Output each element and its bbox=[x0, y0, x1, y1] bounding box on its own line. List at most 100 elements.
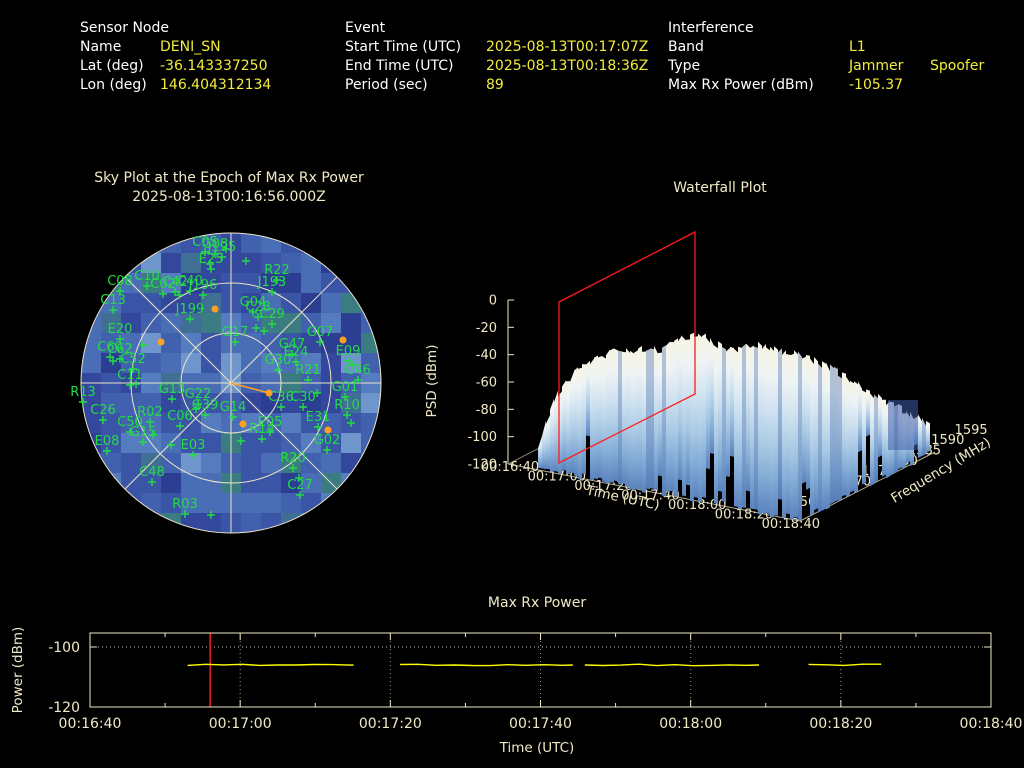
event-period-label: Period (sec) bbox=[345, 77, 428, 93]
power-trace bbox=[584, 663, 760, 667]
satellite-marker bbox=[199, 291, 207, 299]
satellite-label: G17 bbox=[222, 325, 249, 340]
sensor-lat-label: Lat (deg) bbox=[80, 58, 144, 74]
satellite-marker bbox=[314, 423, 322, 431]
satellite-label: C11 bbox=[117, 368, 143, 383]
psd-tick-label: 0 bbox=[489, 294, 497, 309]
satellite-label: C27 bbox=[287, 478, 313, 493]
satellite-label: C26 bbox=[90, 403, 116, 418]
satellite-marker bbox=[289, 464, 297, 472]
satellite-label: C28 bbox=[245, 300, 271, 315]
power-tick-label: -120 bbox=[48, 700, 80, 716]
satellite-marker bbox=[109, 357, 117, 365]
sensor-name-value: DENI_SN bbox=[160, 39, 221, 55]
satellite-marker bbox=[218, 253, 226, 261]
satellite-marker bbox=[268, 320, 276, 328]
satellite-marker bbox=[274, 366, 282, 374]
interference-band-value: L1 bbox=[849, 39, 866, 55]
satellite-marker bbox=[295, 474, 303, 482]
satellite-label: J193 bbox=[257, 275, 287, 290]
satellite-label: E24 bbox=[284, 345, 309, 360]
satellite-marker bbox=[231, 338, 239, 346]
satellite-label: R03 bbox=[172, 497, 198, 512]
time-tick-label: 00:18:00 bbox=[659, 716, 722, 732]
interference-type-spoofer: Spoofer bbox=[930, 58, 985, 74]
satellite-label: C52 bbox=[120, 352, 146, 367]
satellite-label: R21 bbox=[295, 363, 321, 378]
power-axis-label: Power (dBm) bbox=[10, 627, 26, 714]
satellite-marker bbox=[266, 428, 274, 436]
freq-tick-label: 1590 bbox=[931, 433, 964, 448]
satellite-label: R22 bbox=[264, 263, 290, 278]
satellite-label: G08 bbox=[202, 237, 229, 252]
satellite-marker bbox=[186, 315, 194, 323]
interference-type-jammer: Jammer bbox=[849, 58, 904, 74]
satellite-marker bbox=[222, 245, 230, 253]
psd-tick-label: -60 bbox=[476, 375, 497, 390]
satellite-marker bbox=[249, 308, 257, 316]
satellite-marker bbox=[296, 491, 304, 499]
time-tick-label: 00:18:00 bbox=[668, 498, 726, 513]
psd-tick-label: -80 bbox=[476, 403, 497, 418]
satellite-marker bbox=[132, 380, 140, 388]
satellite-label: C62 bbox=[107, 342, 133, 357]
satellite-marker bbox=[277, 403, 285, 411]
max-rx-power-canvas: Max Rx Power Power (dBm) Time (UTC) -100 -12… bbox=[10, 595, 1022, 756]
time-tick-label: 00:18:40 bbox=[762, 517, 820, 532]
power-trace bbox=[400, 663, 573, 667]
satellite-marker bbox=[344, 357, 352, 365]
satellite-marker bbox=[79, 398, 87, 406]
satellite-label: R02 bbox=[137, 405, 163, 420]
sensor-node-title: Sensor Node bbox=[80, 20, 169, 36]
satellite-label: R20 bbox=[280, 451, 306, 466]
satellite-marker bbox=[126, 381, 134, 389]
freq-tick-label: 1595 bbox=[955, 423, 988, 438]
satellite-marker bbox=[194, 400, 202, 408]
satellite-marker bbox=[99, 416, 107, 424]
time-tick-label: 00:16:40 bbox=[59, 716, 122, 732]
satellite-label: E05 bbox=[258, 415, 283, 430]
psd-tick-label: -100 bbox=[467, 430, 497, 445]
satellite-label: G13 bbox=[159, 382, 186, 397]
satellite-marker bbox=[252, 324, 260, 332]
satellite-label: C05 bbox=[192, 235, 218, 250]
power-trace bbox=[187, 663, 354, 667]
event-title: Event bbox=[345, 20, 386, 36]
time-axis-label: Time (UTC) bbox=[499, 740, 575, 756]
satellite-label: C60 bbox=[97, 340, 123, 355]
sky-plot-title: Sky Plot at the Epoch of Max Rx Power bbox=[94, 170, 364, 186]
satellite-marker bbox=[288, 350, 296, 358]
psd-tick-label: -40 bbox=[476, 348, 497, 363]
satellite-label: G22 bbox=[185, 387, 212, 402]
waterfall-title: Waterfall Plot bbox=[673, 180, 767, 196]
event-period-value: 89 bbox=[486, 77, 504, 93]
time-tick-label: 00:16:40 bbox=[481, 460, 539, 475]
epoch-pointer-line bbox=[230, 382, 270, 394]
sensor-name-label: Name bbox=[80, 39, 122, 55]
satellite-label: E09 bbox=[336, 344, 361, 359]
satellite-marker bbox=[116, 355, 124, 363]
satellite-marker bbox=[349, 361, 357, 369]
satellite-marker bbox=[189, 451, 197, 459]
satellite-marker bbox=[304, 376, 312, 384]
sky-plot-subtitle: 2025-08-13T00:16:56.000Z bbox=[132, 189, 326, 205]
psd-axis bbox=[507, 299, 514, 465]
satellite-marker bbox=[143, 282, 151, 290]
satellite-marker bbox=[181, 510, 189, 518]
satellite-marker bbox=[186, 287, 194, 295]
sensor-lon-label: Lon (deg) bbox=[80, 77, 147, 93]
satellite-marker bbox=[201, 411, 209, 419]
satellite-label: C06 bbox=[167, 409, 193, 424]
satellite-label: J195 bbox=[207, 240, 237, 255]
satellite-marker bbox=[176, 422, 184, 430]
event-end-label: End Time (UTC) bbox=[345, 58, 454, 74]
psd-tick-label: -120 bbox=[467, 457, 497, 472]
time-tick-label: 00:17:00 bbox=[528, 470, 586, 485]
satellite-label: G07 bbox=[307, 325, 334, 340]
satellite-marker bbox=[139, 438, 147, 446]
satellite-marker bbox=[229, 413, 237, 421]
satellite-label: C30 bbox=[290, 390, 316, 405]
satellite-label: G15 bbox=[130, 425, 157, 440]
